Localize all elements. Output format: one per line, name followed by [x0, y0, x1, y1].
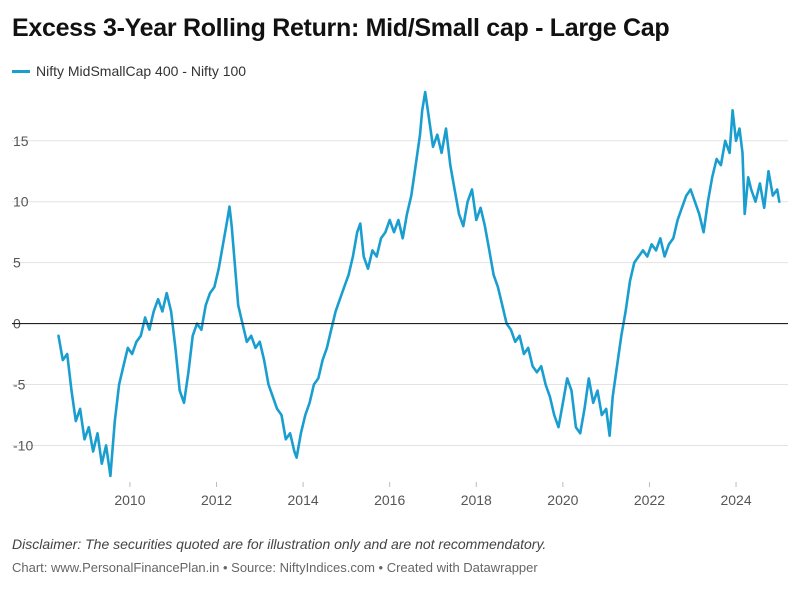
legend-label: Nifty MidSmallCap 400 - Nifty 100 [36, 63, 247, 79]
x-tick-label: 2022 [634, 492, 665, 508]
legend-swatch [12, 69, 30, 73]
y-tick-label: 10 [13, 194, 29, 210]
x-tick-label: 2016 [374, 492, 405, 508]
y-tick-label: 5 [13, 255, 21, 271]
x-tick-label: 2020 [547, 492, 578, 508]
x-tick-label: 2018 [461, 492, 492, 508]
y-tick-label: 15 [13, 133, 29, 149]
y-tick-label: -5 [13, 377, 26, 393]
x-tick-label: 2012 [201, 492, 232, 508]
x-tick-label: 2010 [114, 492, 145, 508]
x-tick-label: 2024 [720, 492, 751, 508]
x-tick-label: 2014 [288, 492, 319, 508]
chart-credit: Chart: www.PersonalFinancePlan.in • Sour… [12, 560, 538, 575]
y-tick-label: -10 [13, 437, 33, 453]
series-line [57, 90, 781, 478]
legend: Nifty MidSmallCap 400 - Nifty 100 [12, 63, 246, 79]
chart-title: Excess 3-Year Rolling Return: Mid/Small … [12, 14, 670, 42]
disclaimer-note: Disclaimer: The securities quoted are fo… [12, 536, 547, 552]
